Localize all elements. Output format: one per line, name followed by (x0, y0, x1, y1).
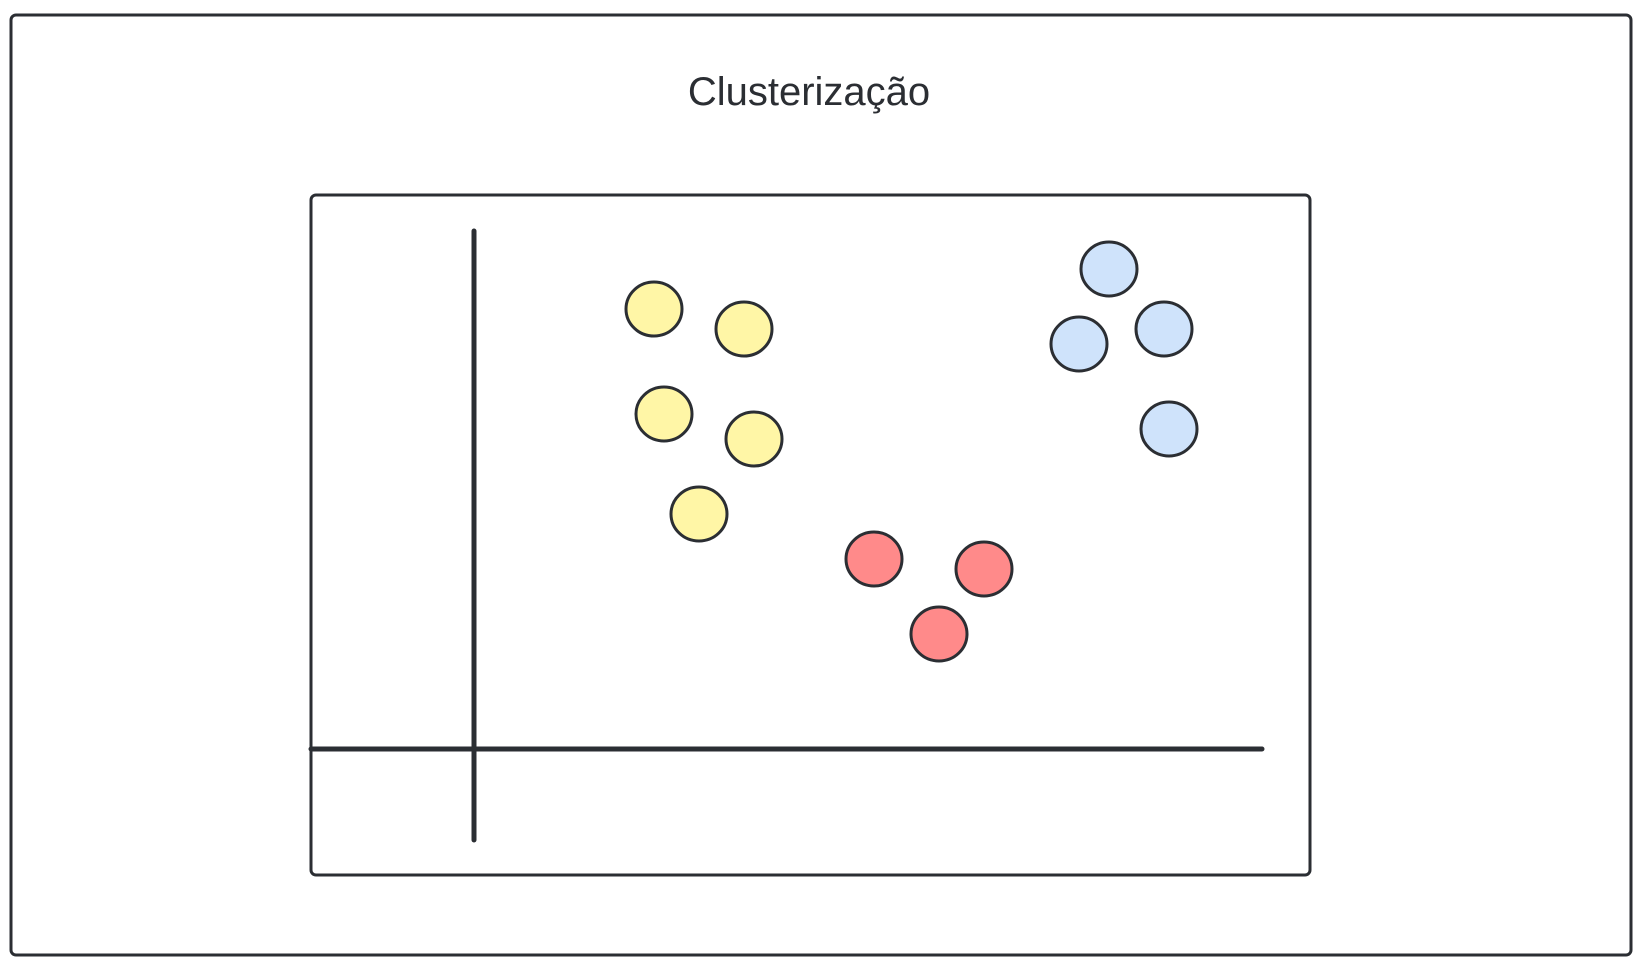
cluster-2-point-2 (954, 540, 1014, 598)
diagram-title: Clusterização (688, 70, 930, 114)
cluster-1-point-2 (714, 300, 774, 358)
cluster-1-point-1 (624, 280, 684, 338)
cluster-1-point-4 (724, 410, 784, 468)
cluster-3-point-2 (1134, 300, 1194, 358)
cluster-3-point-1 (1079, 240, 1139, 298)
plot-frame (309, 193, 1312, 877)
cluster-2-point-3 (909, 605, 969, 663)
cluster-points (624, 240, 1199, 663)
cluster-3-point-3 (1049, 315, 1109, 373)
cluster-2-point-1 (844, 530, 904, 588)
cluster-1-point-3 (634, 385, 694, 443)
cluster-1-point-5 (669, 485, 729, 543)
cluster-3-point-4 (1139, 400, 1199, 458)
